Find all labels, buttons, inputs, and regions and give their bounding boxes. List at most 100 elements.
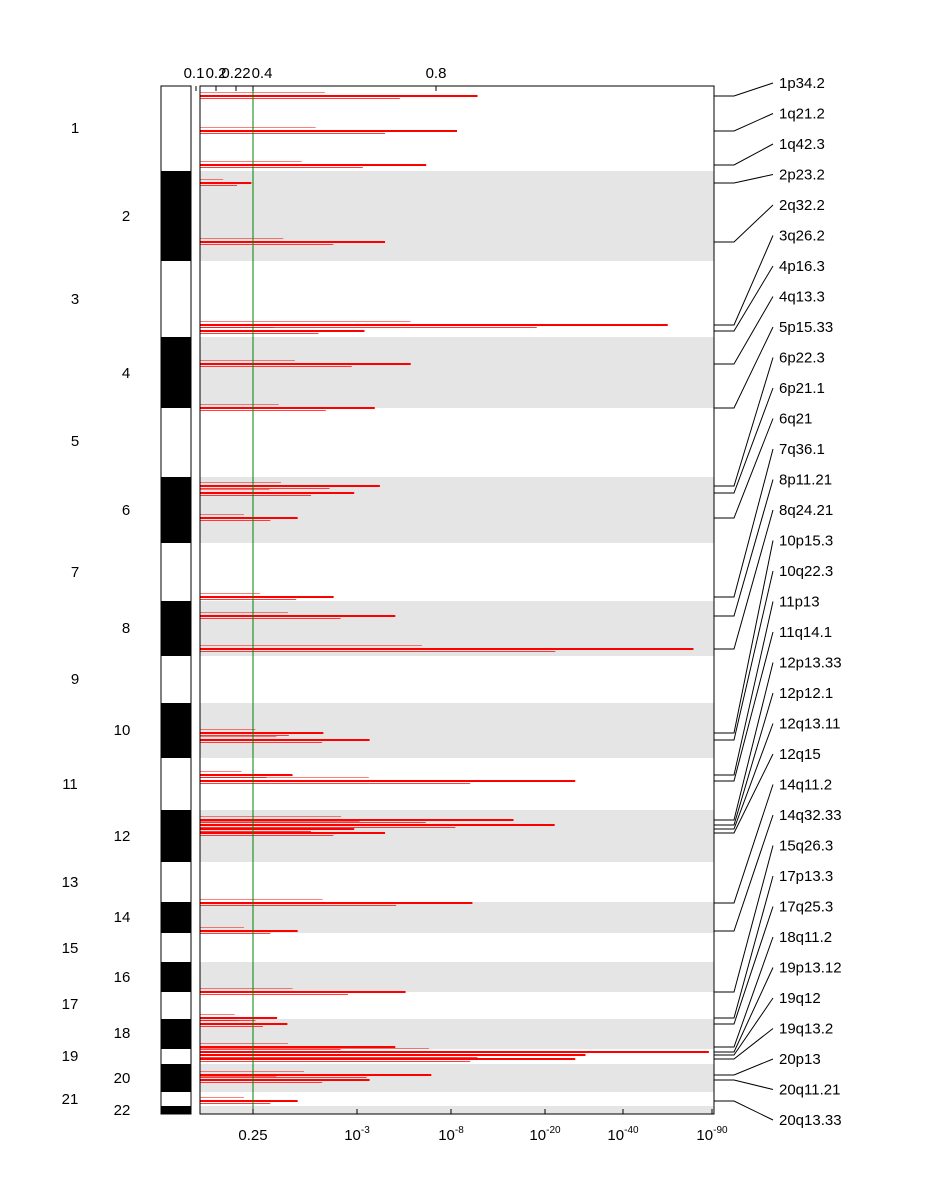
peak-label: 12q15 — [779, 746, 821, 763]
chromosome-band — [200, 902, 714, 933]
peak-leader-line — [714, 906, 774, 1025]
bottom-tick-label: 10-90 — [696, 1125, 728, 1144]
ideogram-segment — [161, 962, 191, 992]
peak-leader-line — [714, 357, 774, 487]
peak-label: 10q22.3 — [779, 563, 833, 580]
chromosome-label: 22 — [114, 1102, 131, 1119]
peak-leader-line — [714, 784, 774, 904]
peak-leader-line — [714, 570, 774, 741]
ideogram-segment — [161, 862, 191, 902]
peak-bar — [200, 1100, 298, 1102]
peak-leader-line — [714, 662, 774, 821]
ideogram-segment — [161, 992, 191, 1019]
chromosome-label: 12 — [114, 828, 131, 845]
peak-bar — [200, 517, 298, 519]
peak-leader-line — [714, 845, 774, 993]
ideogram-segment — [161, 477, 191, 543]
chromosome-label: 20 — [114, 1070, 131, 1087]
ideogram-segment — [161, 1049, 191, 1064]
chromosome-label: 7 — [71, 564, 79, 581]
peak-leader-line — [714, 1028, 774, 1060]
peak-label: 11q14.1 — [779, 624, 832, 641]
chromosome-label: 14 — [114, 909, 131, 926]
peak-bar — [200, 164, 427, 166]
top-tick-label: 0.8 — [426, 65, 447, 82]
chromosome-label: 8 — [122, 620, 130, 637]
peak-label: 1p34.2 — [779, 75, 825, 92]
peak-leader-line — [714, 174, 774, 184]
peak-bar — [200, 780, 576, 782]
peak-bar — [200, 1074, 432, 1076]
peak-label: 6p21.1 — [779, 380, 825, 397]
ideogram-segment — [161, 933, 191, 962]
peak-bar — [200, 1054, 586, 1056]
plot-frame — [199, 85, 715, 1115]
peak-leader-line — [714, 967, 774, 1053]
peak-leader-line — [714, 448, 774, 598]
peak-label: 20q13.33 — [779, 1112, 842, 1129]
peak-leader-line — [714, 509, 774, 650]
peak-leader-line — [714, 601, 774, 776]
ideogram-segment — [161, 337, 191, 408]
peak-leader-line — [714, 113, 774, 132]
peak-label: 1q21.2 — [779, 106, 825, 123]
peak-label: 12p12.1 — [779, 685, 833, 702]
peak-bar — [200, 615, 396, 617]
peak-leader-line — [714, 479, 774, 617]
peak-leader-line — [714, 540, 774, 734]
chromosome-label: 19 — [62, 1048, 79, 1065]
peak-bars — [200, 92, 709, 1104]
peak-bar — [200, 1023, 288, 1025]
peak-label: 19q12 — [779, 990, 821, 1007]
ideogram-segment — [161, 171, 191, 261]
chromosome-label: 3 — [71, 291, 79, 308]
peak-label: 12q13.11 — [779, 716, 840, 733]
peak-leader-line — [714, 235, 774, 326]
peak-leader-line — [714, 418, 774, 519]
chromosome-label: 5 — [71, 433, 79, 450]
peak-label: 3q26.2 — [779, 228, 825, 245]
chromosome-bands — [200, 171, 714, 1114]
peak-leader-line — [714, 296, 774, 365]
peak-bar — [200, 732, 324, 734]
peak-bar — [200, 930, 298, 932]
chromosome-band — [200, 477, 714, 543]
peak-bar — [200, 407, 375, 409]
peak-label: 7q36.1 — [779, 441, 825, 458]
chromosome-label: 11 — [62, 776, 78, 793]
peak-bar — [200, 774, 293, 776]
top-axis: 0.1 0.20.22 0.4 0.8 — [184, 65, 447, 91]
peak-leader-line — [714, 753, 774, 834]
chromosome-label: 6 — [122, 502, 130, 519]
top-tick-label: 0.1 — [184, 65, 205, 82]
peak-label: 17p13.3 — [779, 868, 833, 885]
peak-leader-line — [714, 204, 774, 243]
ideogram-segment — [161, 1106, 191, 1114]
chromosome-band — [200, 962, 714, 992]
peak-label: 15q26.3 — [779, 838, 833, 855]
peak-bar — [200, 485, 380, 487]
peak-label: 2q32.2 — [779, 197, 825, 214]
top-tick-label: 0.2 — [206, 65, 227, 82]
peak-bar — [200, 1017, 278, 1019]
peak-label: 19p13.12 — [779, 960, 842, 977]
peak-label: 6p22.3 — [779, 350, 825, 367]
chromosome-band — [200, 1106, 714, 1114]
peak-label: 19q13.2 — [779, 1021, 833, 1038]
chromosome-band — [200, 703, 714, 758]
peak-leader-line — [714, 326, 774, 409]
peak-label: 17q25.3 — [779, 899, 833, 916]
peak-leader-line — [714, 997, 774, 1056]
ideogram-segment — [161, 543, 191, 601]
top-tick-label: 0.4 — [252, 65, 273, 82]
ideogram-frame — [160, 85, 192, 1115]
peak-bar — [200, 648, 694, 650]
peak-leader-line — [714, 1079, 774, 1090]
top-tick-label: 0.22 — [221, 65, 250, 82]
chromosome-label: 13 — [62, 874, 79, 891]
ideogram-segment — [161, 810, 191, 862]
ideogram-segment — [161, 656, 191, 703]
peak-leader-line — [714, 936, 774, 1048]
peak-label: 20q11.21 — [779, 1082, 840, 1099]
